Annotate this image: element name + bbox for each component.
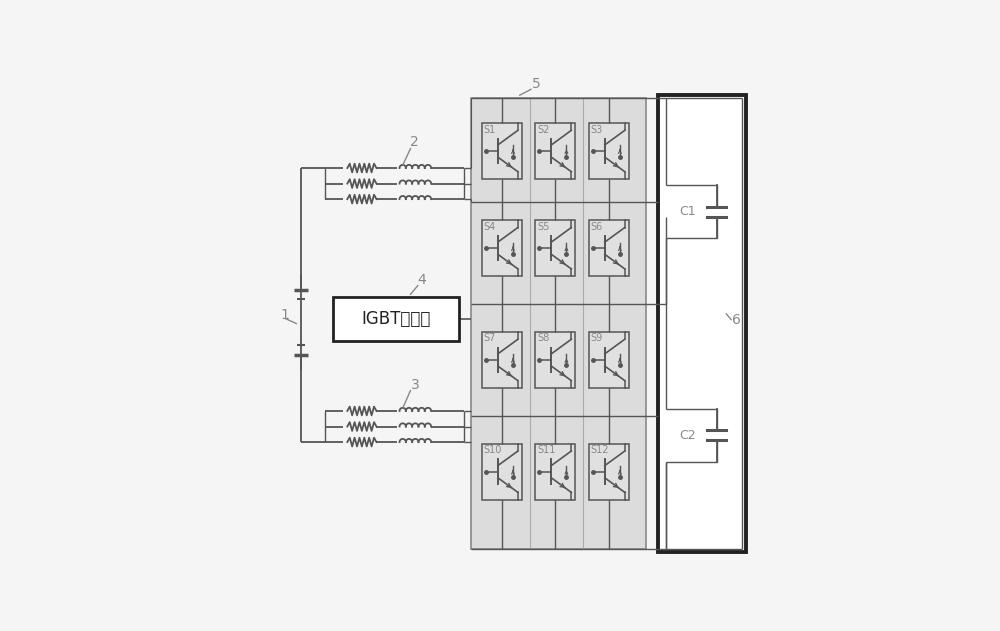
Text: S4: S4 — [484, 221, 496, 232]
Text: IGBT驱动器: IGBT驱动器 — [361, 310, 431, 327]
Bar — [482, 220, 522, 276]
Text: S10: S10 — [484, 445, 502, 455]
Text: 6: 6 — [732, 312, 741, 326]
Text: 5: 5 — [532, 77, 541, 91]
Bar — [482, 123, 522, 179]
Text: S12: S12 — [591, 445, 609, 455]
Bar — [535, 123, 575, 179]
Text: S3: S3 — [591, 124, 603, 134]
Text: S2: S2 — [537, 124, 550, 134]
Text: 2: 2 — [410, 135, 419, 149]
Text: C1: C1 — [680, 205, 696, 218]
Bar — [333, 297, 459, 341]
Bar — [482, 444, 522, 500]
Bar — [589, 220, 629, 276]
Text: S1: S1 — [484, 124, 496, 134]
Text: S7: S7 — [484, 333, 496, 343]
Text: S5: S5 — [537, 221, 550, 232]
Bar — [471, 98, 646, 550]
Text: C2: C2 — [680, 428, 696, 442]
Text: S6: S6 — [591, 221, 603, 232]
Text: 4: 4 — [418, 273, 427, 286]
Bar — [535, 444, 575, 500]
Bar — [589, 123, 629, 179]
Bar — [589, 332, 629, 388]
Text: 3: 3 — [410, 377, 419, 392]
Bar — [589, 444, 629, 500]
Bar — [658, 95, 746, 552]
Text: S9: S9 — [591, 333, 603, 343]
Text: S11: S11 — [537, 445, 556, 455]
Bar — [535, 220, 575, 276]
Text: S8: S8 — [537, 333, 550, 343]
Text: 1: 1 — [280, 308, 289, 322]
Bar — [482, 332, 522, 388]
Bar — [535, 332, 575, 388]
